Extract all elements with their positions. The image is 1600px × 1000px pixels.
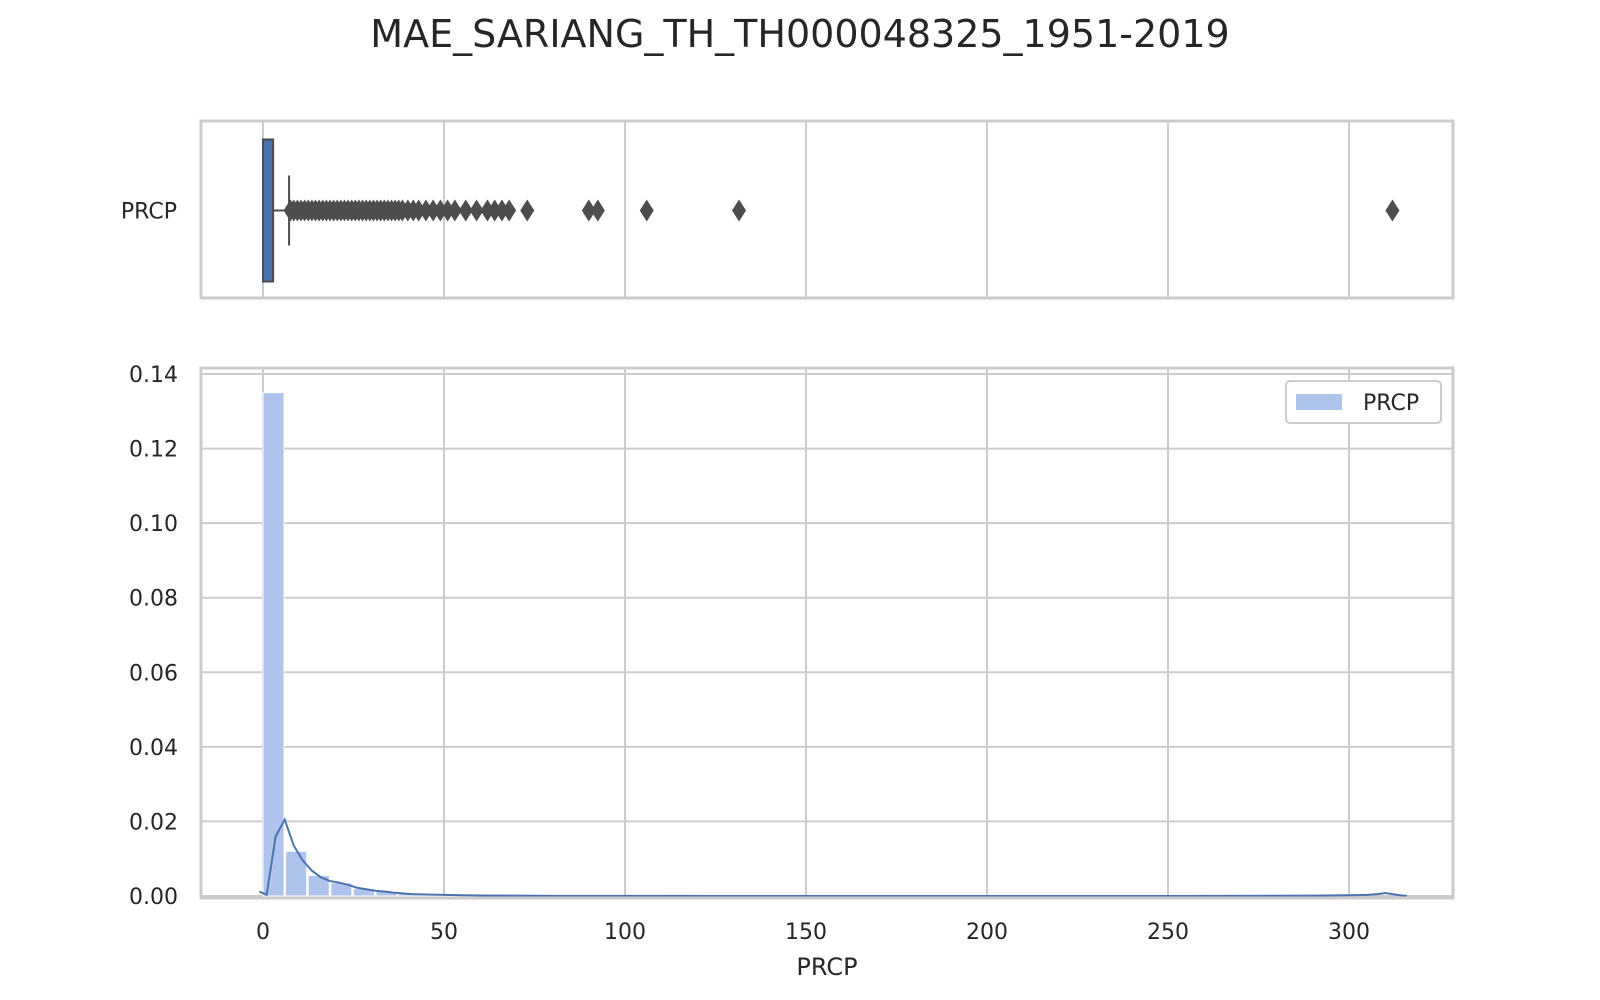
y-tick-label: 0.02 xyxy=(129,810,178,835)
x-tick-label: 250 xyxy=(1147,920,1189,945)
box-flier-point xyxy=(440,199,455,222)
x-tick-label: 0 xyxy=(256,920,270,945)
box-flier-point xyxy=(411,199,426,222)
box-flier-point xyxy=(487,199,502,222)
y-tick-label: 0.04 xyxy=(129,736,178,761)
y-tick-label: 0.08 xyxy=(129,587,178,612)
kde-curve xyxy=(258,817,1408,897)
box-flier-point xyxy=(418,199,433,222)
histogram-panel: 0.00 0.02 0.04 0.06 0.08 0.10 0.12 0.14 0 50 100 15… xyxy=(129,363,1455,981)
box-plot-frame xyxy=(199,119,1455,300)
x-tick-label: 100 xyxy=(604,920,646,945)
x-tick-label: 150 xyxy=(785,920,827,945)
box-flier-point xyxy=(520,199,535,222)
box-plot-panel: PRCP xyxy=(121,119,1455,300)
box-flier-point xyxy=(502,199,517,222)
box-flier-point xyxy=(480,199,495,222)
box-flier-point xyxy=(458,199,473,222)
y-tick-label: 0.14 xyxy=(129,363,178,388)
box-flier-point xyxy=(581,199,596,222)
legend-swatch xyxy=(1296,394,1342,410)
y-tick-label: 0.12 xyxy=(129,438,178,463)
x-tick-label: 50 xyxy=(430,920,458,945)
box-flier-point xyxy=(426,199,441,222)
box-category-label: PRCP xyxy=(121,200,177,225)
box-flier-point xyxy=(447,199,462,222)
box-flier-point xyxy=(469,199,484,222)
y-tick-label: 0.10 xyxy=(129,512,178,537)
x-axis-label: PRCP xyxy=(796,953,857,981)
box-flier-point xyxy=(433,199,448,222)
x-tick-label: 300 xyxy=(1328,920,1370,945)
box-flier-point xyxy=(1385,199,1400,222)
box-flier-point xyxy=(494,199,509,222)
legend-label: PRCP xyxy=(1363,391,1419,416)
y-tick-label: 0.00 xyxy=(129,885,178,910)
box-flier-point xyxy=(732,199,747,222)
x-tick-label: 200 xyxy=(966,920,1008,945)
legend-box xyxy=(1285,380,1442,424)
chart-title: MAE_SARIANG_TH_TH000048325_1951-2019 xyxy=(370,12,1229,56)
y-tick-label: 0.06 xyxy=(129,661,178,686)
legend: PRCP xyxy=(1285,380,1442,424)
box-flier-point xyxy=(590,199,605,222)
hist-plot-frame xyxy=(199,366,1455,900)
box-flier-point xyxy=(639,199,654,222)
hist-bar xyxy=(262,392,285,897)
hist-bar xyxy=(285,850,308,897)
box-iqr xyxy=(262,138,275,283)
